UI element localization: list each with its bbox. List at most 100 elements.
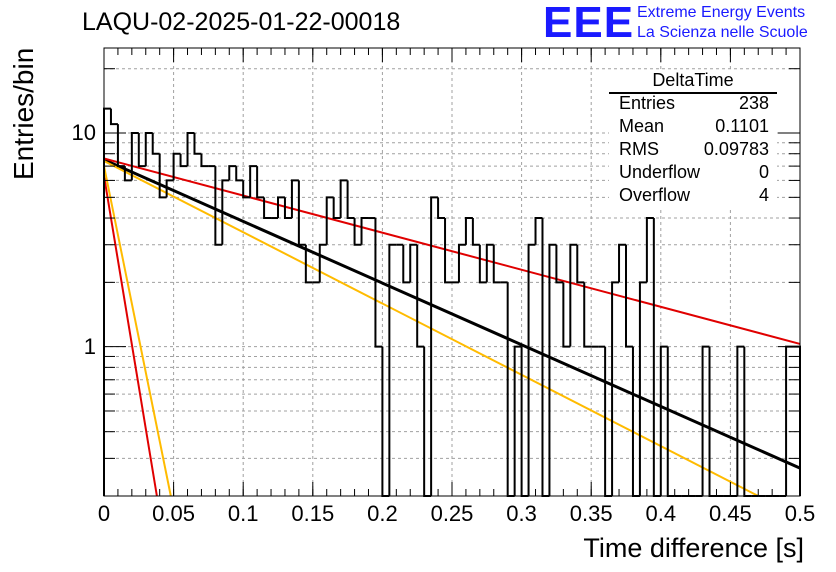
histogram-bin	[583, 282, 592, 348]
eee-logo: EEE	[543, 0, 635, 47]
x-tick-label: 0.15	[291, 501, 335, 526]
histogram-bin	[402, 244, 411, 284]
histogram-bin	[172, 152, 181, 181]
histogram-bin	[346, 180, 355, 220]
stats-value: 4	[758, 185, 769, 205]
logo-line-1: Extreme Energy Events	[637, 4, 806, 21]
x-tick-label: 0.35	[569, 501, 613, 526]
histogram-bin	[562, 282, 571, 348]
histogram-bin	[666, 346, 675, 497]
stats-label: RMS	[619, 139, 659, 159]
x-tick-label: 0.5	[784, 501, 816, 526]
stats-row-rms: RMS 0.09783	[619, 139, 769, 161]
histogram-bin	[256, 166, 265, 199]
histogram-bin	[339, 179, 348, 219]
histogram-bin	[353, 218, 362, 246]
stats-value: 0.09783	[703, 139, 769, 159]
fit-curve	[103, 175, 158, 497]
stats-label: Overflow	[619, 185, 691, 205]
histogram-bin	[165, 179, 174, 198]
histogram-bin	[534, 217, 543, 245]
x-tick-label: 0.05	[152, 501, 196, 526]
histogram-bin	[506, 282, 515, 497]
x-tick-label: 0.25	[430, 501, 474, 526]
histogram-bin	[638, 281, 647, 496]
y-tick-label: 10	[71, 120, 96, 146]
histogram-bin	[736, 345, 745, 496]
grid-lines	[104, 48, 800, 497]
x-tick-label: 0.1	[227, 501, 259, 526]
histogram-bin	[325, 196, 334, 245]
stats-label: Mean	[619, 116, 665, 136]
histogram-bin	[214, 166, 223, 246]
histogram-bin	[652, 218, 661, 497]
histogram-bin	[228, 165, 237, 181]
histogram-bin	[430, 196, 439, 496]
stats-value: 0.1101	[715, 116, 769, 136]
histogram-bin	[290, 179, 299, 219]
histogram-bin	[513, 345, 522, 496]
histogram-bin	[221, 179, 230, 245]
x-tick-label: 0.2	[367, 501, 398, 526]
histogram-bin	[785, 345, 794, 496]
histogram-bin	[416, 244, 425, 348]
histogram-bin	[283, 197, 292, 220]
chart-title: LAQU-02-2025-01-22-00018	[82, 8, 401, 36]
histogram-bin	[130, 132, 139, 181]
histogram-bin	[611, 281, 620, 496]
histogram-bin	[478, 244, 487, 284]
histogram-bin	[193, 133, 202, 155]
histogram-bin	[360, 217, 369, 245]
stats-value: 238	[738, 93, 769, 113]
stats-row-underflow: Underflow 0	[619, 162, 769, 184]
histogram-bin	[485, 243, 494, 283]
histogram-bin	[374, 218, 383, 348]
histogram-bin	[332, 197, 341, 220]
stats-label: Underflow	[619, 162, 701, 182]
histogram-bin	[186, 132, 195, 167]
histogram-bin	[659, 345, 668, 496]
histogram-bin	[625, 244, 633, 348]
logo-line-2: La Scienza nelle Scuole	[637, 24, 808, 41]
histogram-bin	[304, 244, 313, 284]
histogram-bin	[235, 166, 244, 182]
fit-curve	[103, 158, 801, 470]
stats-row-overflow: Overflow 4	[619, 185, 769, 207]
stats-box: DeltaTime Entries 238 Mean 0.1101 RMS 0.…	[609, 70, 777, 210]
y-tick-label: 1	[83, 333, 96, 359]
x-axis-label: Time difference [s]	[583, 533, 804, 563]
histogram-bin	[701, 345, 710, 496]
fit-curve	[103, 157, 801, 345]
x-tick-label: 0.3	[506, 501, 537, 526]
histogram-bin	[471, 218, 480, 246]
histogram-bin	[492, 244, 501, 284]
x-tick-label: 0.4	[645, 501, 677, 526]
stats-row-entries: Entries 238	[619, 93, 769, 115]
stats-label: Entries	[619, 93, 676, 113]
histogram-bin	[409, 243, 418, 283]
histogram-bin	[527, 243, 536, 496]
histogram-bin	[381, 346, 390, 497]
histogram-bin	[520, 346, 529, 497]
x-tick-label: 0.45	[708, 501, 752, 526]
histogram-bin	[151, 133, 160, 155]
histogram-bin	[569, 243, 578, 347]
histogram-bin	[423, 346, 432, 497]
y-axis-label: Entries/bin	[8, 47, 39, 180]
stats-title-underline	[609, 92, 777, 94]
histogram-bin	[548, 243, 557, 496]
axis-ticks	[103, 48, 801, 497]
histogram-bin	[555, 244, 564, 284]
histogram-bin	[297, 180, 306, 246]
histogram-bin	[457, 243, 466, 283]
histogram-bin	[263, 197, 272, 220]
histogram-bin	[123, 166, 132, 182]
stats-title: DeltaTime	[652, 70, 734, 90]
histogram-bin	[464, 217, 473, 245]
histogram-bin	[444, 218, 452, 284]
histogram-bin	[242, 180, 251, 199]
histogram-bin	[158, 153, 167, 199]
histogram-bin	[144, 132, 153, 167]
stats-row-mean: Mean 0.1101	[619, 116, 769, 138]
